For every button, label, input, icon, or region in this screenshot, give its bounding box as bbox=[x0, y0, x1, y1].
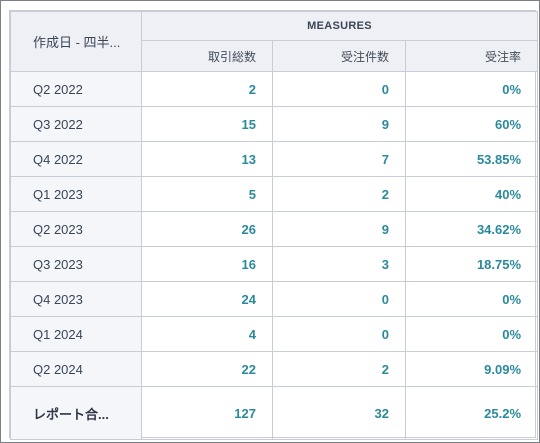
cell-won-deals[interactable]: 0 bbox=[272, 316, 406, 352]
cell-total-deals[interactable]: 4 bbox=[141, 316, 273, 352]
total-won-deals[interactable]: 32 bbox=[272, 386, 406, 440]
table-row: Q3 2022 15 9 60% bbox=[10, 106, 539, 142]
cell-won-deals[interactable]: 0 bbox=[272, 281, 406, 317]
cell-total-deals[interactable]: 24 bbox=[141, 281, 273, 317]
cell-win-rate[interactable]: 34.62% bbox=[404, 211, 539, 247]
table-row: Q2 2024 22 2 9.09% bbox=[10, 351, 539, 387]
cell-win-rate[interactable]: 53.85% bbox=[404, 141, 539, 177]
table-row: Q4 2023 24 0 0% bbox=[10, 281, 539, 317]
cell-total-deals[interactable]: 22 bbox=[141, 351, 273, 387]
cell-win-rate[interactable]: 18.75% bbox=[404, 246, 539, 282]
cell-won-deals[interactable]: 9 bbox=[272, 211, 406, 247]
table-row: Q2 2023 26 9 34.62% bbox=[10, 211, 539, 247]
cell-win-rate[interactable]: 60% bbox=[404, 106, 539, 142]
cell-won-deals[interactable]: 2 bbox=[272, 351, 406, 387]
cell-total-deals[interactable]: 13 bbox=[141, 141, 273, 177]
column-header-win-rate[interactable]: 受注率 bbox=[404, 40, 539, 72]
cell-win-rate[interactable]: 0% bbox=[404, 316, 539, 352]
row-label: Q1 2024 bbox=[10, 316, 142, 352]
measures-header: MEASURES bbox=[140, 11, 539, 41]
cell-won-deals[interactable]: 7 bbox=[272, 141, 406, 177]
total-total-deals[interactable]: 127 bbox=[141, 386, 273, 440]
table-row: Q2 2022 2 0 0% bbox=[10, 71, 539, 107]
pivot-table-grid: 作成日 - 四半... MEASURES 取引総数 受注件数 受注率 Q2 20… bbox=[10, 11, 539, 440]
cell-total-deals[interactable]: 5 bbox=[141, 176, 273, 212]
column-header-won-deals[interactable]: 受注件数 bbox=[272, 40, 406, 72]
cell-won-deals[interactable]: 3 bbox=[272, 246, 406, 282]
row-label: Q4 2022 bbox=[10, 141, 142, 177]
pivot-table: 作成日 - 四半... MEASURES 取引総数 受注件数 受注率 Q2 20… bbox=[9, 10, 539, 440]
table-row: Q4 2022 13 7 53.85% bbox=[10, 141, 539, 177]
row-label: Q2 2024 bbox=[10, 351, 142, 387]
cell-total-deals[interactable]: 16 bbox=[141, 246, 273, 282]
cell-win-rate[interactable]: 0% bbox=[404, 281, 539, 317]
row-label: Q1 2023 bbox=[10, 176, 142, 212]
row-label: Q2 2023 bbox=[10, 211, 142, 247]
column-header-total-deals[interactable]: 取引総数 bbox=[141, 40, 273, 72]
table-row: Q1 2024 4 0 0% bbox=[10, 316, 539, 352]
cell-won-deals[interactable]: 2 bbox=[272, 176, 406, 212]
total-row: レポート合... 127 32 25.2% bbox=[10, 386, 539, 440]
cell-total-deals[interactable]: 2 bbox=[141, 71, 273, 107]
row-label: Q4 2023 bbox=[10, 281, 142, 317]
total-row-label: レポート合... bbox=[10, 386, 142, 440]
cell-win-rate[interactable]: 9.09% bbox=[404, 351, 539, 387]
row-label: Q2 2022 bbox=[10, 71, 142, 107]
row-label: Q3 2022 bbox=[10, 106, 142, 142]
cell-won-deals[interactable]: 9 bbox=[272, 106, 406, 142]
cell-win-rate[interactable]: 0% bbox=[404, 71, 539, 107]
table-row: Q3 2023 16 3 18.75% bbox=[10, 246, 539, 282]
cell-win-rate[interactable]: 40% bbox=[404, 176, 539, 212]
cell-won-deals[interactable]: 0 bbox=[272, 71, 406, 107]
total-win-rate[interactable]: 25.2% bbox=[404, 386, 539, 440]
row-dimension-header[interactable]: 作成日 - 四半... bbox=[10, 11, 142, 72]
table-row: Q1 2023 5 2 40% bbox=[10, 176, 539, 212]
cell-total-deals[interactable]: 15 bbox=[141, 106, 273, 142]
row-label: Q3 2023 bbox=[10, 246, 142, 282]
cell-total-deals[interactable]: 26 bbox=[141, 211, 273, 247]
